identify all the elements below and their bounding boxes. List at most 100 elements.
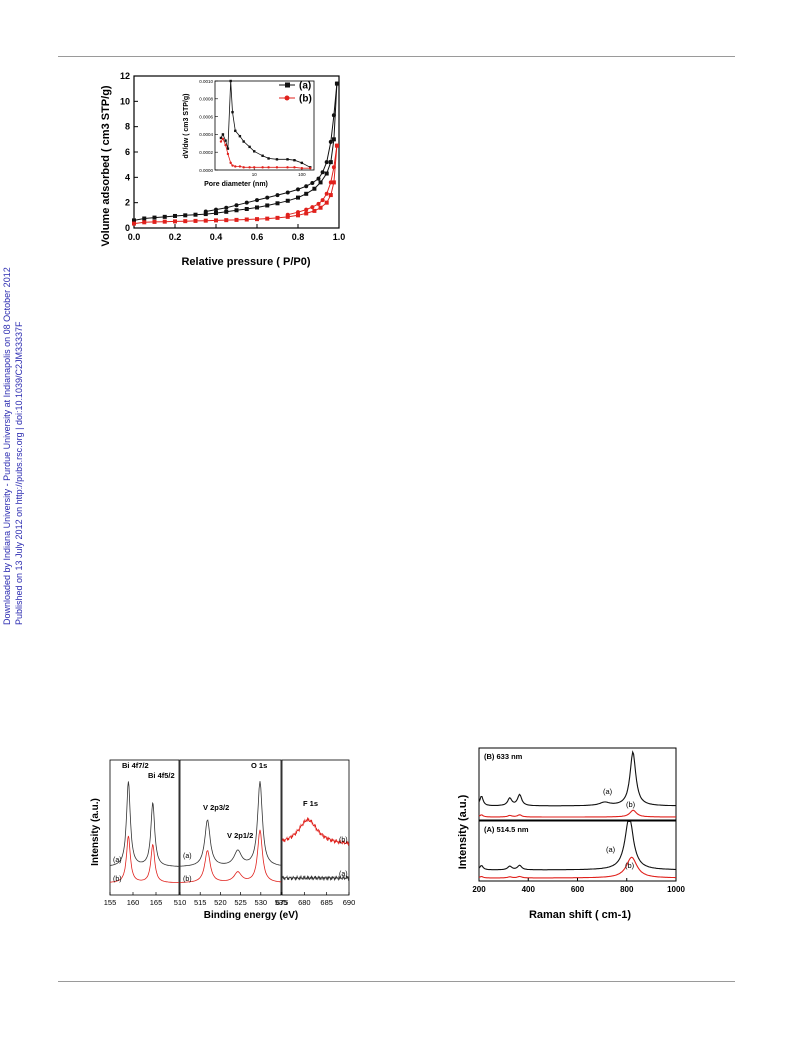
- isotherm-point: [203, 218, 208, 223]
- inset-point: [248, 166, 251, 169]
- isotherm-point: [324, 160, 329, 165]
- isotherm-point: [296, 210, 300, 215]
- isotherm-point: [255, 205, 259, 210]
- inset-point: [267, 166, 270, 169]
- isotherm-point: [304, 191, 309, 196]
- raman-x-tick-label: 600: [571, 885, 585, 894]
- isotherm-y-axis-label: Volume adsorbed ( cm3 STP/g): [100, 85, 112, 246]
- isotherm-point: [285, 214, 290, 219]
- isotherm-point: [173, 219, 177, 224]
- isotherm-point: [328, 180, 333, 185]
- isotherm-point: [142, 220, 147, 225]
- raman-series-label: (a): [606, 845, 616, 854]
- isotherm-point: [224, 209, 229, 214]
- inset-x-tick-label: 100: [298, 172, 306, 177]
- raman-series-label: (b): [625, 861, 635, 870]
- inset-point: [261, 166, 264, 169]
- raman-panels: (B) 633 nm (a) (b) (A) 514.5 nm (a) (b) 200 400…: [472, 747, 685, 894]
- isotherm-point: [296, 213, 300, 218]
- inset-point: [231, 164, 234, 167]
- isotherm-point: [224, 218, 229, 223]
- xps-peak-label: V 2p3/2: [203, 803, 229, 812]
- isotherm-point: [334, 81, 339, 86]
- inset-point: [234, 165, 237, 168]
- y-tick-label: 10: [120, 96, 130, 106]
- header-rule: [58, 56, 735, 57]
- isotherm-point: [275, 215, 280, 220]
- xps-x-tick-label: 685: [320, 898, 333, 907]
- xps-peak-label: O 1s: [251, 761, 267, 770]
- xps-panel-frame: [109, 759, 180, 896]
- x-tick-label: 0.0: [128, 232, 141, 242]
- isotherm-point: [324, 200, 329, 205]
- y-tick-label: 8: [125, 122, 130, 132]
- legend-marker: [284, 95, 290, 101]
- raman-x-tick-label: 400: [522, 885, 536, 894]
- raman-spectrum-b: [478, 856, 676, 879]
- xps-x-tick-label: 525: [234, 898, 247, 907]
- isotherm-point: [328, 139, 333, 144]
- isotherm-point: [162, 219, 167, 224]
- isotherm-point: [318, 205, 323, 210]
- y-tick-label: 12: [120, 71, 130, 81]
- xps-spectrum-a: [179, 781, 282, 867]
- isotherm-point: [331, 137, 336, 142]
- isotherm-point: [324, 191, 329, 196]
- isotherm-point: [318, 180, 323, 185]
- isotherm-point: [285, 190, 290, 195]
- inset-y-tick-label: 0.0000: [199, 168, 213, 173]
- xps-panel-frame: [281, 759, 350, 896]
- xps-figure: 155 160 165 Bi 4f7/2Bi 4f5/2 (a) (b) 510 515 520…: [90, 759, 356, 921]
- raman-x-tick-label: 1000: [667, 885, 685, 894]
- isotherm-point: [331, 113, 336, 118]
- isotherm-point: [328, 193, 333, 198]
- xps-peak-label: V 2p1/2: [227, 831, 253, 840]
- inset-point: [293, 166, 296, 169]
- isotherm-point: [316, 201, 321, 206]
- inset-point: [253, 150, 256, 153]
- raman-x-tick-label: 200: [472, 885, 486, 894]
- isotherm-legend: (a) (b): [279, 81, 312, 105]
- inset-point: [300, 161, 304, 165]
- xps-x-tick-label: 165: [150, 898, 163, 907]
- isotherm-point: [334, 143, 339, 148]
- isotherm-point: [265, 203, 270, 208]
- xps-x-tick-label: 520: [214, 898, 227, 907]
- y-tick-label: 2: [125, 198, 130, 208]
- isotherm-figure: 0.0 0.2 0.4 0.6 0.8 1.0 0 2 4 6 8 10 12 0.0000 0.0002…: [100, 71, 345, 268]
- isotherm-point: [244, 207, 249, 211]
- isotherm-point: [152, 215, 157, 220]
- inset-y-tick-label: 0.0010: [199, 79, 213, 84]
- raman-spectrum-a: [478, 750, 676, 807]
- raman-panel-frame: [478, 747, 677, 821]
- inset-point: [229, 79, 232, 83]
- raman-figure: (B) 633 nm (a) (b) (A) 514.5 nm (a) (b) 200 400…: [457, 747, 685, 921]
- isotherm-point: [203, 209, 208, 214]
- inset-point: [242, 166, 245, 169]
- xps-peak-label: F 1s: [303, 799, 318, 808]
- inset-point: [242, 140, 245, 143]
- xps-x-axis-label: Binding energy (eV): [204, 910, 298, 921]
- inset-point: [261, 154, 264, 157]
- isotherm-point: [320, 170, 325, 175]
- isotherm-point: [234, 208, 239, 213]
- xps-series-label: (b): [339, 837, 348, 844]
- xps-x-tick-label: 675: [276, 898, 289, 907]
- isotherm-point: [324, 171, 329, 176]
- isotherm-point: [244, 217, 249, 222]
- inset-point: [234, 129, 237, 133]
- inset-point: [221, 133, 225, 136]
- isotherm-point: [304, 207, 309, 212]
- x-tick-label: 0.8: [292, 232, 305, 242]
- inset-y-tick-label: 0.0004: [199, 132, 213, 137]
- xps-series-label: (b): [113, 876, 122, 883]
- xps-series-label: (a): [183, 853, 192, 860]
- xps-x-tick-label: 690: [343, 898, 356, 907]
- isotherm-point: [304, 184, 309, 189]
- y-tick-label: 0: [125, 223, 130, 233]
- xps-spectrum-b: [281, 817, 350, 847]
- xps-spectrum-a: [109, 781, 179, 867]
- raman-panel-label: (B) 633 nm: [484, 752, 523, 761]
- legend-label: (a): [299, 81, 311, 92]
- isotherm-point: [275, 193, 280, 198]
